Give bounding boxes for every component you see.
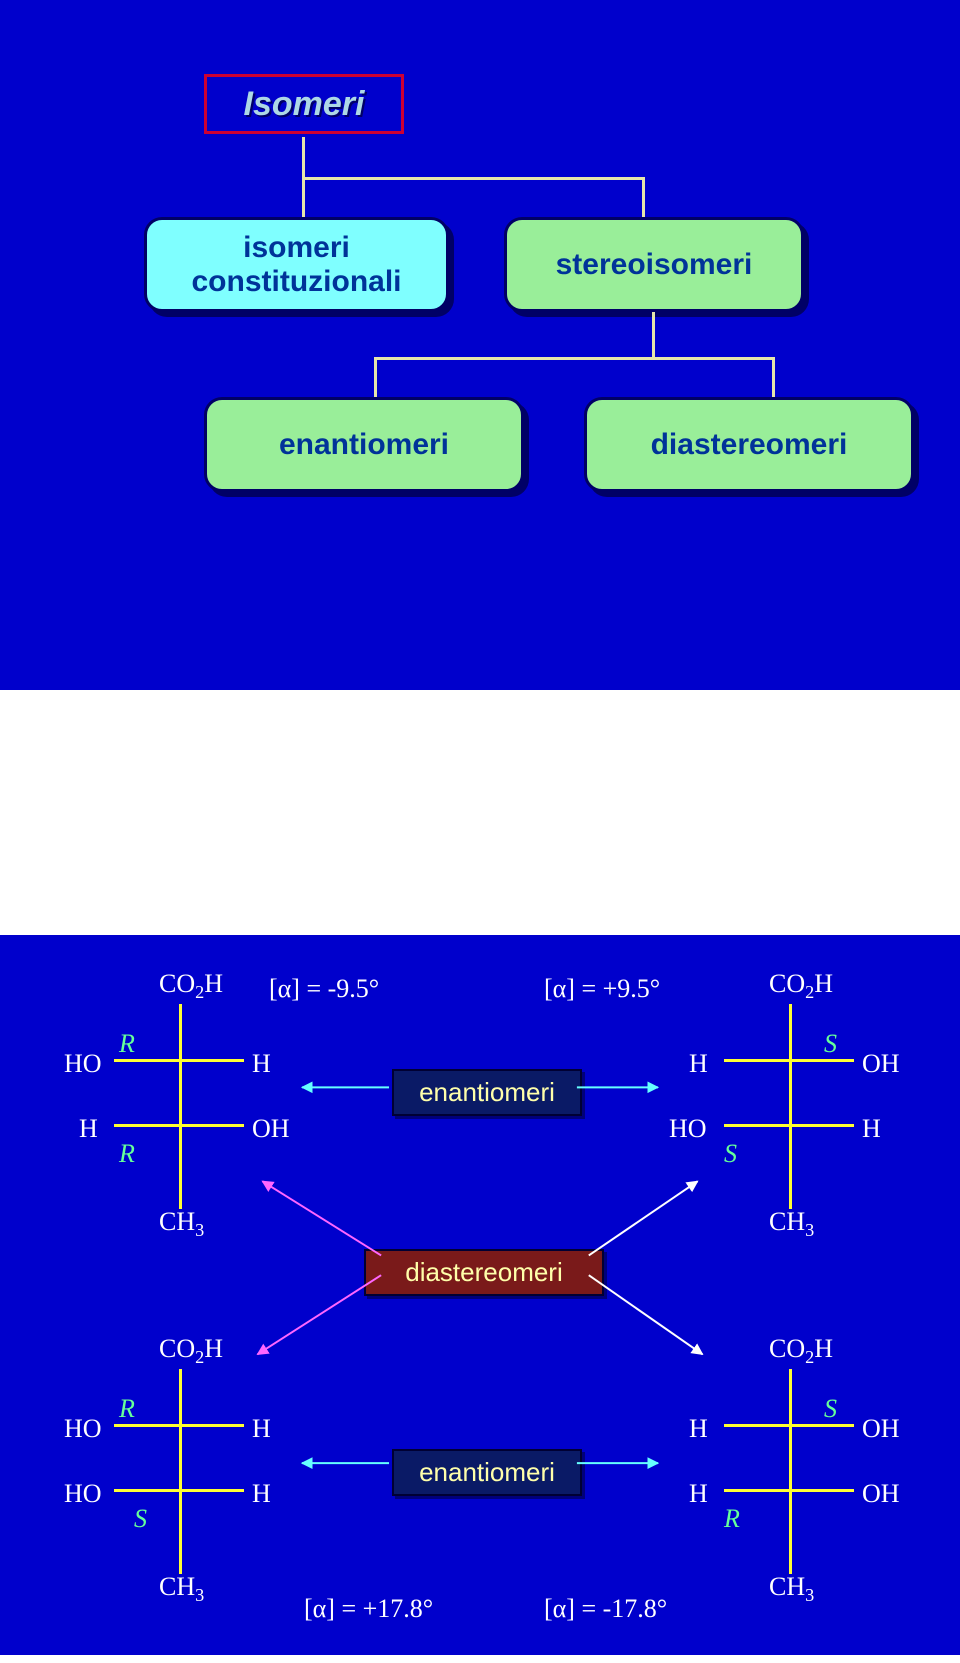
mol-tr-c1l: H	[689, 1049, 708, 1079]
mol-tr-top: CO2H	[769, 969, 833, 1003]
connector	[302, 137, 305, 177]
connector	[642, 177, 645, 217]
connector	[652, 312, 655, 357]
mol-tl-c2r: OH	[252, 1114, 290, 1144]
slide-isomer-tree: Isomeri isomeri constituzionali stereois…	[0, 0, 960, 690]
alpha-bottom-right: [α] = -17.8°	[544, 1594, 667, 1624]
root-isomeri-box: Isomeri	[204, 74, 404, 134]
alpha-bottom-left: [α] = +17.8°	[304, 1594, 433, 1624]
mol-tr-cfg1: S	[824, 1029, 837, 1059]
mol-tl-cfg1: R	[119, 1029, 135, 1059]
mol-tr-cfg2: S	[724, 1139, 737, 1169]
mol-br-cfg2: R	[724, 1504, 740, 1534]
mol-tl-c2l: H	[79, 1114, 98, 1144]
mol-br-bottom: CH3	[769, 1572, 814, 1606]
mol-br-c1l: H	[689, 1414, 708, 1444]
mol-bl-c1r: H	[252, 1414, 271, 1444]
alpha-top-left: [α] = -9.5°	[269, 974, 379, 1004]
mol-tr-bottom: CH3	[769, 1207, 814, 1241]
box-enantiomers: enantiomeri	[204, 397, 524, 492]
mol-br-c2l: H	[689, 1479, 708, 1509]
box-constitutional: isomeri constituzionali	[144, 217, 449, 312]
mol-bl-cfg2: S	[134, 1504, 147, 1534]
mol-br-c1r: OH	[862, 1414, 900, 1444]
mol-tr-c1r: OH	[862, 1049, 900, 1079]
relbox-enant-top-label: enantiomeri	[419, 1077, 555, 1108]
mol-bl-top: CO2H	[159, 1334, 223, 1368]
alpha-top-right: [α] = +9.5°	[544, 974, 660, 1004]
relbox-enantiomers-top: enantiomeri	[392, 1069, 582, 1116]
mol-tl-c1l: HO	[64, 1049, 102, 1079]
mol-tl-top: CO2H	[159, 969, 223, 1003]
root-isomeri-label: Isomeri	[244, 85, 365, 124]
connector	[374, 357, 774, 360]
mol-bl-c2r: H	[252, 1479, 271, 1509]
label-diastereomers: diastereomeri	[651, 428, 848, 462]
connector	[772, 357, 775, 397]
box-diastereomers: diastereomeri	[584, 397, 914, 492]
box-stereoisomers: stereoisomeri	[504, 217, 804, 312]
mol-bl-bottom: CH3	[159, 1572, 204, 1606]
mol-tr-c2l: HO	[669, 1114, 707, 1144]
mol-tl-bottom: CH3	[159, 1207, 204, 1241]
label-stereoisomers: stereoisomeri	[556, 248, 753, 282]
mol-bl-cfg1: R	[119, 1394, 135, 1424]
mol-br-cfg1: S	[824, 1394, 837, 1424]
label-enantiomers: enantiomeri	[279, 428, 449, 462]
relbox-diast-label: diastereomeri	[405, 1257, 563, 1288]
arrow-diast-tr	[589, 1181, 698, 1255]
connector	[302, 177, 644, 180]
arrow-diast-tl	[262, 1181, 381, 1255]
relbox-enant-bot-label: enantiomeri	[419, 1457, 555, 1488]
mol-bl-c2l: HO	[64, 1479, 102, 1509]
mol-bl-c1l: HO	[64, 1414, 102, 1444]
mol-tl-cfg2: R	[119, 1139, 135, 1169]
connector	[302, 177, 305, 217]
mol-tr-c2r: H	[862, 1114, 881, 1144]
connector	[374, 357, 377, 397]
mol-br-top: CO2H	[769, 1334, 833, 1368]
mol-br-c2r: OH	[862, 1479, 900, 1509]
arrow-diast-bl	[258, 1275, 382, 1354]
relbox-enantiomers-bottom: enantiomeri	[392, 1449, 582, 1496]
mol-tl-c1r: H	[252, 1049, 271, 1079]
relbox-diastereomers: diastereomeri	[364, 1249, 604, 1296]
label-constitutional: isomeri constituzionali	[159, 231, 434, 299]
arrow-diast-br	[589, 1275, 703, 1354]
slide-fischer: CO2H R HO H H OH R CH3 CO2H S H OH HO H …	[0, 935, 960, 1655]
